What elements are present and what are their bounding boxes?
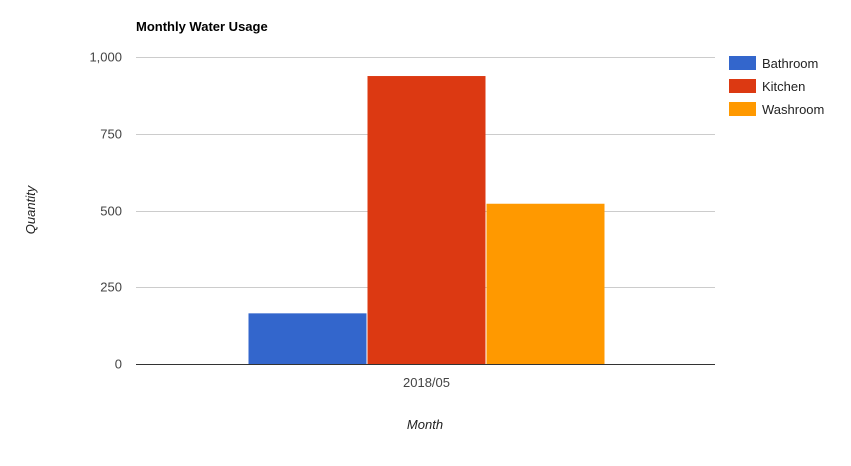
bar-bathroom[interactable]: [248, 313, 367, 364]
legend-label-kitchen[interactable]: Kitchen: [762, 79, 805, 94]
legend-swatch-washroom[interactable]: [729, 102, 756, 116]
bar-kitchen[interactable]: [367, 76, 486, 364]
legend-label-bathroom[interactable]: Bathroom: [762, 56, 818, 71]
legend-swatch-kitchen[interactable]: [729, 79, 756, 93]
legend-label-washroom[interactable]: Washroom: [762, 102, 824, 117]
legend-swatch-bathroom[interactable]: [729, 56, 756, 70]
y-tick-label: 1,000: [89, 50, 122, 65]
bars: [248, 76, 605, 364]
chart-title: Monthly Water Usage: [136, 19, 268, 34]
legend: Bathroom Kitchen Washroom: [729, 56, 824, 117]
x-tick-label: 2018/05: [403, 375, 450, 390]
y-tick-label: 750: [100, 127, 122, 142]
y-axis-ticks: 0 250 500 750 1,000: [89, 50, 122, 372]
x-axis-ticks: 2018/05: [403, 375, 450, 390]
y-tick-label: 500: [100, 204, 122, 219]
x-axis-title: Month: [407, 417, 443, 432]
bar-washroom[interactable]: [486, 203, 605, 364]
y-tick-label: 0: [115, 357, 122, 372]
y-axis-title: Quantity: [23, 184, 38, 234]
y-tick-label: 250: [100, 280, 122, 295]
